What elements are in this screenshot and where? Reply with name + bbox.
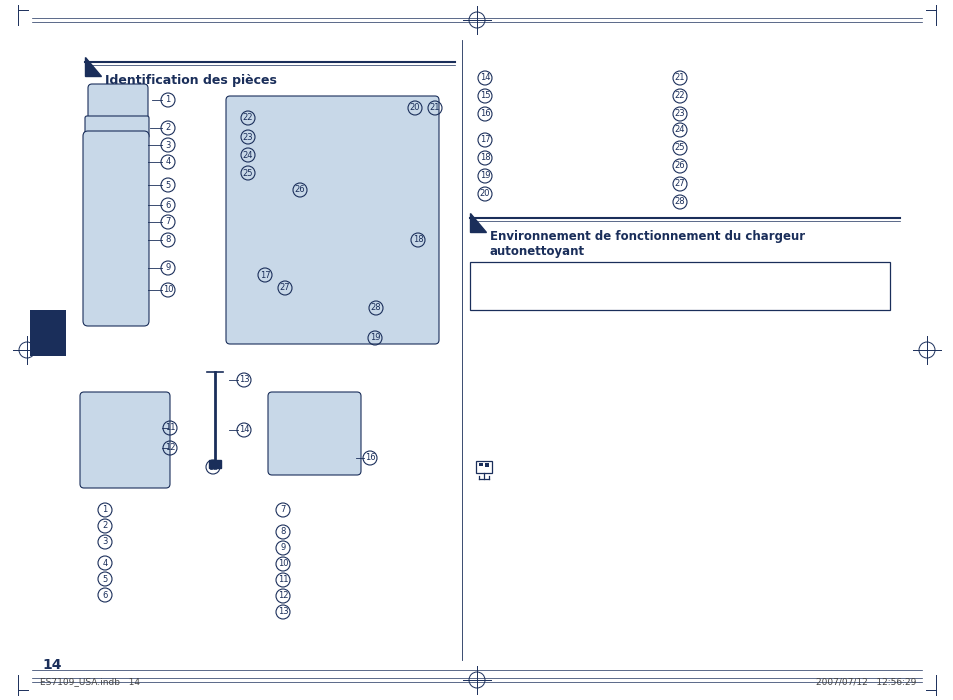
Text: 25: 25 <box>242 169 253 178</box>
Text: 2: 2 <box>102 522 108 531</box>
Bar <box>209 460 221 468</box>
Text: 2: 2 <box>165 123 171 132</box>
FancyBboxPatch shape <box>268 392 360 475</box>
Text: 1: 1 <box>102 505 108 514</box>
Text: 6: 6 <box>165 200 171 209</box>
Polygon shape <box>470 213 485 232</box>
Text: 2007/07/12   12:56:29: 2007/07/12 12:56:29 <box>815 678 915 687</box>
Text: 11: 11 <box>277 575 288 584</box>
Text: 3: 3 <box>165 141 171 150</box>
Text: 19: 19 <box>370 333 380 342</box>
Text: 28: 28 <box>371 304 381 312</box>
Bar <box>476 461 492 473</box>
Text: 26: 26 <box>674 162 684 171</box>
Text: 13: 13 <box>277 608 288 617</box>
Text: 19: 19 <box>479 172 490 181</box>
Text: 10: 10 <box>163 286 173 295</box>
Text: 24: 24 <box>242 150 253 160</box>
FancyBboxPatch shape <box>88 84 148 120</box>
Text: 8: 8 <box>280 528 285 536</box>
Text: 14: 14 <box>479 74 490 83</box>
Text: 27: 27 <box>279 284 290 293</box>
Text: 25: 25 <box>674 144 684 153</box>
FancyBboxPatch shape <box>80 392 170 488</box>
Text: Identification des pièces: Identification des pièces <box>105 74 276 87</box>
Text: 21: 21 <box>674 74 684 83</box>
Bar <box>484 463 489 467</box>
Text: 11: 11 <box>165 424 175 433</box>
Text: 22: 22 <box>674 92 684 101</box>
Text: 7: 7 <box>165 218 171 227</box>
Text: 10: 10 <box>277 559 288 568</box>
Text: autonettoyant: autonettoyant <box>490 245 584 258</box>
FancyBboxPatch shape <box>83 131 149 326</box>
FancyBboxPatch shape <box>226 96 438 344</box>
Text: 15: 15 <box>479 92 490 101</box>
Text: 24: 24 <box>674 125 684 134</box>
Bar <box>30 310 66 356</box>
Text: 9: 9 <box>280 543 285 552</box>
Text: 26: 26 <box>294 186 305 195</box>
Text: 27: 27 <box>674 179 684 188</box>
Text: 6: 6 <box>102 591 108 599</box>
Text: 7: 7 <box>280 505 285 514</box>
Text: 4: 4 <box>165 158 171 167</box>
Text: 5: 5 <box>102 575 108 584</box>
Text: 17: 17 <box>259 270 270 279</box>
Text: 14: 14 <box>42 658 61 672</box>
Text: 5: 5 <box>165 181 171 190</box>
Text: 13: 13 <box>238 375 249 384</box>
Text: Environnement de fonctionnement du chargeur: Environnement de fonctionnement du charg… <box>490 230 804 243</box>
Text: 18: 18 <box>413 235 423 244</box>
Text: 16: 16 <box>479 109 490 118</box>
Text: 9: 9 <box>165 263 171 272</box>
Bar <box>478 463 482 466</box>
Text: 17: 17 <box>479 136 490 144</box>
Text: 3: 3 <box>102 538 108 547</box>
Text: 23: 23 <box>674 109 684 118</box>
Text: 15: 15 <box>208 463 218 472</box>
Text: 20: 20 <box>410 104 420 113</box>
Text: 1: 1 <box>165 95 171 104</box>
Text: 18: 18 <box>479 153 490 162</box>
Bar <box>470 262 889 310</box>
Text: 8: 8 <box>165 235 171 244</box>
Text: 28: 28 <box>674 197 684 206</box>
Text: 20: 20 <box>479 190 490 199</box>
Text: 14: 14 <box>238 426 249 435</box>
Text: 22: 22 <box>242 113 253 122</box>
Text: 23: 23 <box>242 132 253 141</box>
Text: 21: 21 <box>429 104 439 113</box>
Text: 4: 4 <box>102 559 108 568</box>
Text: 12: 12 <box>277 592 288 601</box>
FancyBboxPatch shape <box>85 116 149 138</box>
Text: 16: 16 <box>364 454 375 463</box>
Text: 12: 12 <box>165 444 175 452</box>
Text: ES7109_USA.indb   14: ES7109_USA.indb 14 <box>40 678 140 687</box>
Polygon shape <box>85 57 101 76</box>
